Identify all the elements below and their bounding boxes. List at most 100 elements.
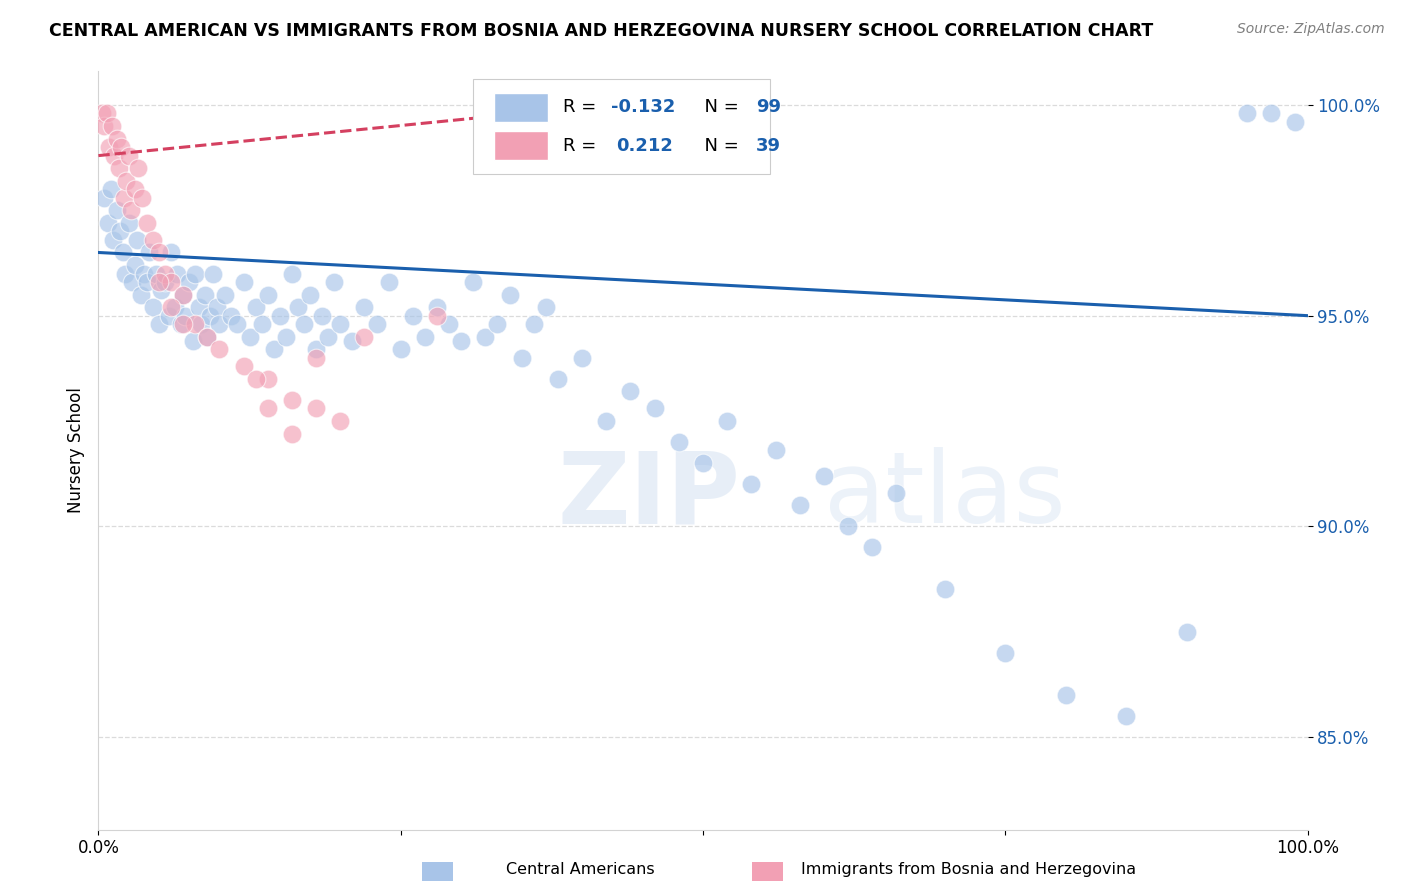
- Point: [232, 359, 254, 374]
- Point: [281, 267, 304, 281]
- Point: [342, 334, 364, 348]
- Point: [100, 182, 122, 196]
- FancyBboxPatch shape: [494, 131, 548, 160]
- Point: [305, 351, 328, 365]
- Point: [124, 258, 146, 272]
- Point: [426, 300, 449, 314]
- Point: [142, 300, 165, 314]
- Point: [150, 284, 173, 298]
- Point: [100, 119, 122, 133]
- Point: [450, 334, 472, 348]
- Text: Central Americans: Central Americans: [506, 863, 655, 877]
- Point: [169, 317, 191, 331]
- FancyBboxPatch shape: [494, 93, 548, 121]
- Point: [221, 309, 243, 323]
- Point: [101, 233, 124, 247]
- Point: [498, 287, 520, 301]
- FancyBboxPatch shape: [474, 79, 769, 174]
- Point: [534, 300, 557, 314]
- Point: [886, 485, 908, 500]
- Point: [256, 372, 278, 386]
- Point: [765, 443, 787, 458]
- Point: [166, 267, 188, 281]
- Point: [184, 317, 207, 331]
- Point: [305, 343, 328, 357]
- Point: [474, 330, 496, 344]
- Point: [269, 309, 291, 323]
- Point: [105, 132, 128, 146]
- Point: [148, 317, 170, 331]
- Point: [115, 174, 138, 188]
- Point: [837, 519, 859, 533]
- Point: [523, 317, 546, 331]
- Point: [214, 287, 236, 301]
- Point: [274, 330, 297, 344]
- Point: [108, 161, 131, 176]
- Point: [110, 140, 132, 154]
- Text: ZIP: ZIP: [558, 448, 741, 544]
- Point: [172, 287, 194, 301]
- Point: [571, 351, 593, 365]
- Text: N =: N =: [693, 98, 745, 116]
- Point: [377, 275, 399, 289]
- Point: [142, 233, 165, 247]
- Text: R =: R =: [562, 98, 602, 116]
- Point: [124, 182, 146, 196]
- Point: [619, 384, 641, 399]
- Point: [190, 317, 212, 331]
- Point: [179, 275, 201, 289]
- Point: [256, 401, 278, 416]
- Point: [486, 317, 509, 331]
- Point: [644, 401, 666, 416]
- Point: [789, 498, 811, 512]
- Point: [134, 267, 156, 281]
- Point: [105, 203, 128, 218]
- Point: [96, 106, 118, 120]
- Point: [1284, 115, 1306, 129]
- Point: [860, 541, 883, 555]
- Point: [208, 317, 231, 331]
- Text: R =: R =: [562, 136, 607, 154]
- Point: [127, 161, 149, 176]
- Point: [1115, 708, 1137, 723]
- Text: -0.132: -0.132: [612, 98, 675, 116]
- Point: [305, 401, 328, 416]
- Point: [1175, 624, 1198, 639]
- Point: [118, 148, 141, 162]
- Point: [595, 414, 617, 428]
- Point: [195, 330, 218, 344]
- Text: 0.212: 0.212: [616, 136, 673, 154]
- Point: [112, 191, 135, 205]
- Point: [120, 203, 142, 218]
- Point: [111, 245, 134, 260]
- Point: [316, 330, 339, 344]
- Point: [138, 245, 160, 260]
- Text: atlas: atlas: [824, 448, 1066, 544]
- Point: [329, 317, 352, 331]
- Point: [692, 456, 714, 470]
- Point: [402, 309, 425, 323]
- Point: [934, 582, 956, 597]
- Point: [353, 330, 375, 344]
- Point: [153, 267, 176, 281]
- Point: [127, 233, 149, 247]
- Point: [174, 309, 197, 323]
- Point: [292, 317, 315, 331]
- Point: [163, 300, 186, 314]
- Point: [135, 275, 157, 289]
- Point: [121, 275, 143, 289]
- Point: [118, 216, 141, 230]
- Point: [148, 245, 170, 260]
- Text: Immigrants from Bosnia and Herzegovina: Immigrants from Bosnia and Herzegovina: [801, 863, 1136, 877]
- Point: [93, 191, 115, 205]
- Point: [329, 414, 352, 428]
- Point: [160, 245, 183, 260]
- Point: [245, 300, 267, 314]
- Point: [172, 287, 194, 301]
- Point: [994, 646, 1017, 660]
- Point: [208, 343, 231, 357]
- Point: [160, 275, 183, 289]
- Point: [93, 119, 115, 133]
- Point: [195, 330, 218, 344]
- Point: [239, 330, 262, 344]
